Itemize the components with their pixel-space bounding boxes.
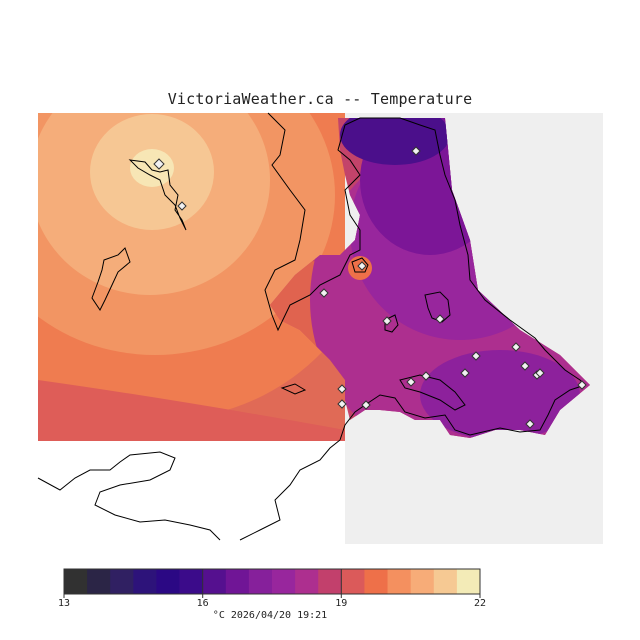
station-diamond-icon	[177, 201, 187, 211]
station-diamond-icon	[337, 384, 347, 394]
legend-tick-label: 13	[57, 598, 71, 609]
legend-tick-label: 19	[335, 598, 348, 609]
station-diamond-icon	[411, 146, 421, 156]
station-diamond-icon	[471, 351, 481, 361]
station-diamond-icon	[435, 314, 445, 324]
station-diamond-icon	[382, 316, 392, 326]
station-diamond-icon	[361, 400, 371, 410]
west-contours	[38, 113, 345, 441]
station-diamond-icon	[406, 377, 416, 387]
station-diamond-icon	[535, 368, 545, 378]
station-diamond-icon	[520, 361, 530, 371]
station-diamond-icon	[337, 399, 347, 409]
station-diamond-icon	[511, 342, 521, 352]
legend-tick-label: 22	[473, 598, 487, 609]
station-diamond-icon	[421, 371, 431, 381]
ocean-area	[38, 441, 345, 544]
station-diamond-icon	[357, 261, 367, 271]
station-diamond-icon	[577, 380, 587, 390]
weather-stations	[153, 146, 587, 429]
chart-title: VictoriaWeather.ca -- Temperature	[167, 90, 473, 108]
units-timestamp: °C 2026/04/20 19:21	[212, 610, 328, 621]
legend-tick-label: 16	[196, 598, 209, 609]
station-diamond-icon	[153, 158, 165, 170]
station-diamond-icon	[460, 368, 470, 378]
station-diamond-icon	[319, 288, 329, 298]
station-diamond-icon	[525, 419, 535, 429]
